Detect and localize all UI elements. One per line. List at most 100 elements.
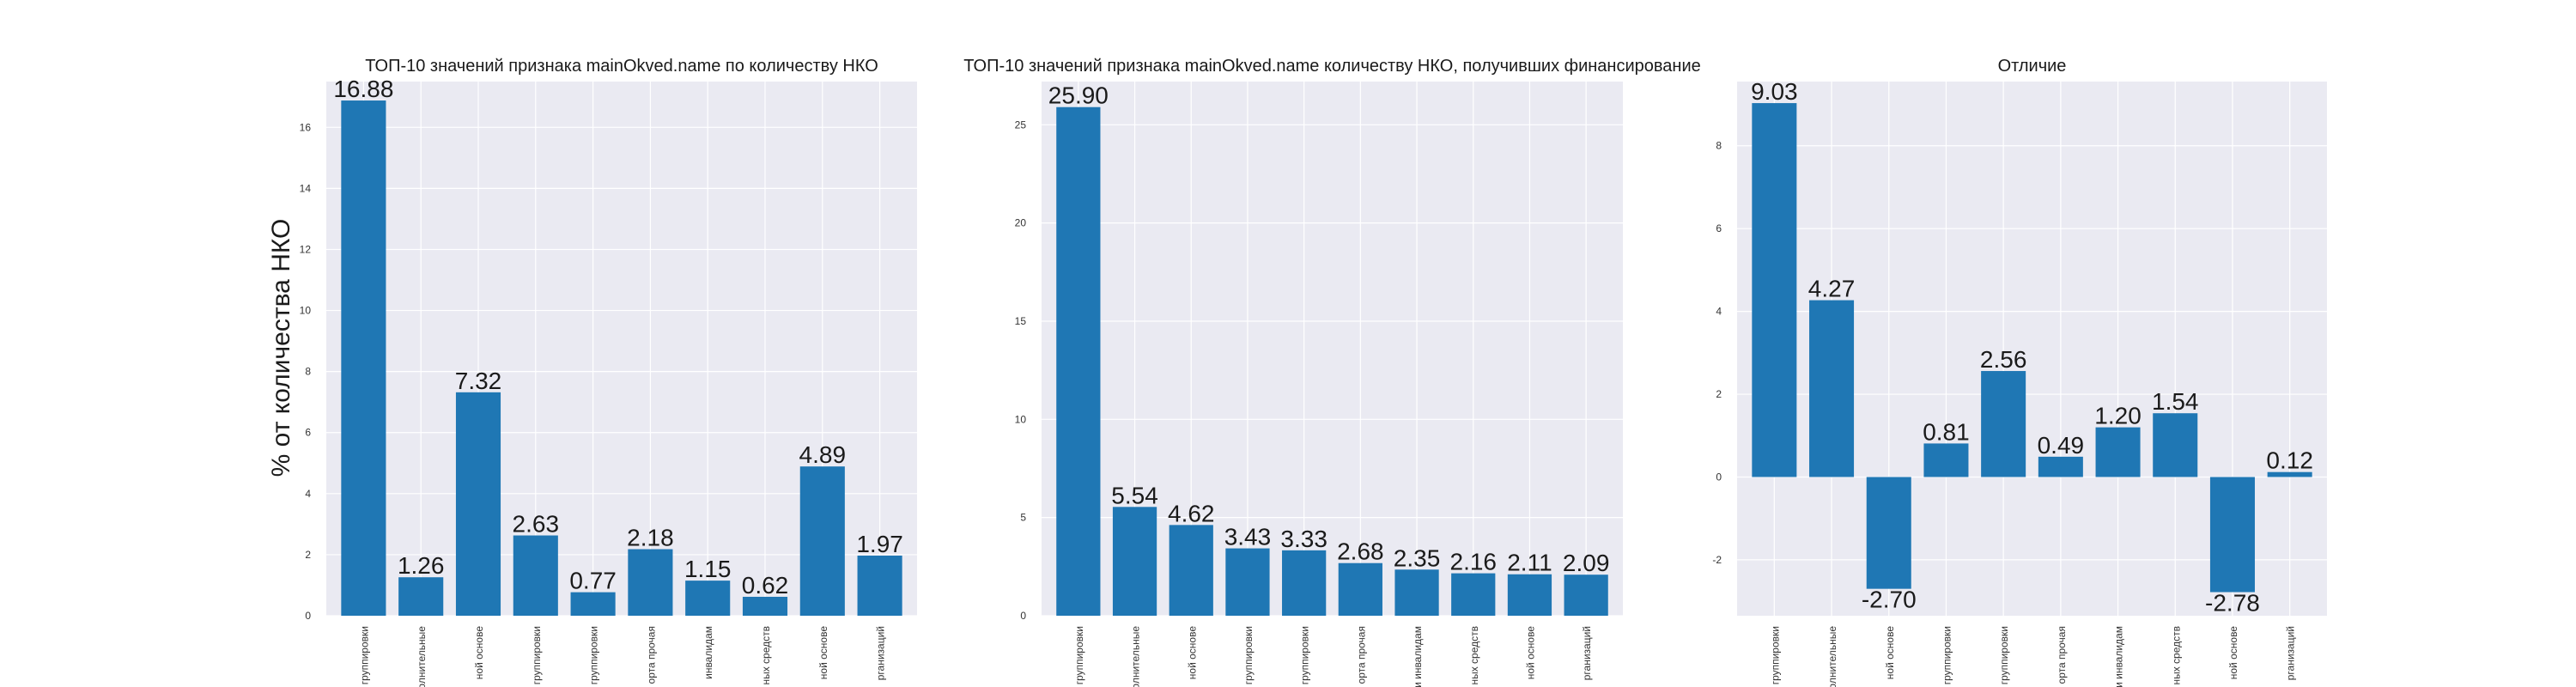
data-label: 16.88 — [333, 76, 393, 102]
bar — [1866, 477, 1911, 589]
data-label: 25.90 — [1048, 82, 1109, 109]
data-label: -2.78 — [2205, 590, 2260, 617]
bar — [1507, 574, 1552, 616]
bar — [1282, 550, 1327, 616]
x-tick-label: ной основе — [1186, 626, 1198, 680]
bar — [1112, 507, 1157, 616]
y-tick-label: 4 — [305, 488, 311, 500]
x-tick-label: группировки — [588, 626, 600, 684]
bar — [742, 596, 788, 616]
y-tick-label: 6 — [305, 427, 311, 439]
x-tick-label: ных средств — [1468, 626, 1480, 685]
data-label: 5.54 — [1111, 482, 1158, 508]
data-label: 1.54 — [2152, 388, 2199, 415]
data-label: -2.70 — [1862, 587, 1917, 613]
data-label: 0.12 — [2266, 447, 2313, 474]
data-label: 4.62 — [1168, 500, 1215, 526]
y-tick-label: 14 — [300, 182, 312, 194]
bar — [398, 577, 444, 616]
bar — [1752, 103, 1797, 477]
data-label: 4.89 — [799, 441, 847, 468]
x-tick-label: ной основе — [1524, 626, 1536, 680]
data-label: 9.03 — [1751, 78, 1798, 105]
x-tick-label: группировки — [1242, 626, 1255, 684]
x-tick-label: орта прочая — [645, 626, 657, 684]
bar — [1338, 562, 1382, 616]
bar — [1451, 573, 1496, 616]
data-label: 0.49 — [2038, 432, 2085, 459]
data-label: 0.81 — [1923, 418, 1970, 445]
bar — [2095, 427, 2141, 477]
y-tick-label: 20 — [1015, 217, 1027, 229]
x-tick-label: группировки — [1299, 626, 1311, 684]
data-label: 2.35 — [1394, 544, 1441, 571]
y-tick-label: 0 — [305, 610, 311, 622]
x-tick-label: рганизаций — [1581, 626, 1593, 680]
bar — [1169, 525, 1213, 616]
bar — [1809, 300, 1855, 477]
x-tick-label: группировки — [1941, 626, 1953, 684]
data-label: 2.11 — [1507, 550, 1552, 576]
bar — [2153, 413, 2198, 477]
x-tick-label: орта прочая — [1355, 626, 1367, 684]
bar — [570, 592, 616, 616]
y-tick-label: 16 — [300, 121, 312, 133]
x-tick-label: и инвалидам — [1412, 626, 1424, 687]
bar — [1394, 569, 1439, 616]
x-tick-label: ной основе — [473, 626, 485, 680]
x-tick-label: полнительные — [416, 626, 428, 687]
bar — [857, 555, 902, 616]
y-tick-label: 8 — [305, 366, 311, 378]
chart-2: 0 5 10 15 20 25 25.90 группировки 5.54 полнительн… — [963, 57, 1701, 687]
data-label: 7.32 — [455, 368, 502, 394]
data-label: 2.68 — [1337, 538, 1384, 565]
bar — [1225, 548, 1270, 616]
y-tick-label: 12 — [300, 243, 312, 255]
bar — [455, 392, 501, 616]
bar — [341, 100, 386, 617]
bar — [2209, 477, 2255, 593]
data-label: 0.62 — [742, 572, 789, 599]
y-tick-label: 6 — [1716, 222, 1722, 234]
data-label: 2.56 — [1980, 346, 2027, 373]
data-label: 0.77 — [569, 568, 617, 594]
y-tick-label: 2 — [1716, 388, 1722, 400]
chart-1: 0 2 4 6 8 10 12 14 16 16.88 группировки 1.26 полните… — [300, 57, 917, 687]
x-tick-label: группировки — [1073, 626, 1085, 684]
y-tick-label: 0 — [1716, 471, 1722, 483]
data-label: 3.33 — [1280, 526, 1327, 552]
x-tick-label: рганизаций — [875, 626, 887, 680]
x-tick-label: ных средств — [2170, 626, 2182, 685]
data-label: 1.20 — [2094, 403, 2142, 429]
y-tick-label: 5 — [1020, 512, 1026, 524]
data-label: 1.15 — [684, 556, 732, 582]
y-tick-label: 10 — [1015, 413, 1027, 425]
bar — [799, 466, 845, 616]
y-tick-label: 15 — [1015, 315, 1027, 327]
y-tick-label: 4 — [1716, 306, 1722, 318]
data-label: 2.09 — [1563, 550, 1610, 576]
x-tick-label: группировки — [1998, 626, 2010, 684]
bar — [628, 549, 673, 616]
bar — [1056, 106, 1101, 616]
chart-title: ТОП-10 значений признака mainOkved.name … — [963, 57, 1701, 76]
x-tick-label: рганизаций — [2285, 626, 2297, 680]
data-label: 1.97 — [856, 531, 903, 557]
bar — [2038, 456, 2083, 477]
y-tick-label: 8 — [1716, 140, 1722, 152]
bar — [685, 581, 731, 616]
bar — [1564, 575, 1608, 616]
x-tick-label: полнительные — [1826, 626, 1838, 687]
data-label: 4.27 — [1808, 276, 1856, 302]
y-tick-label: -2 — [1712, 554, 1722, 566]
x-tick-label: группировки — [531, 626, 543, 684]
x-tick-label: инвалидам — [702, 626, 714, 679]
x-tick-label: ной основе — [817, 626, 829, 680]
x-tick-label: полнительные — [1130, 626, 1142, 687]
bar — [1923, 443, 1969, 477]
data-label: 3.43 — [1224, 524, 1272, 550]
chart-title: Отличие — [1998, 57, 2067, 76]
x-tick-label: ных средств — [760, 626, 772, 685]
y-tick-label: 0 — [1020, 610, 1026, 622]
